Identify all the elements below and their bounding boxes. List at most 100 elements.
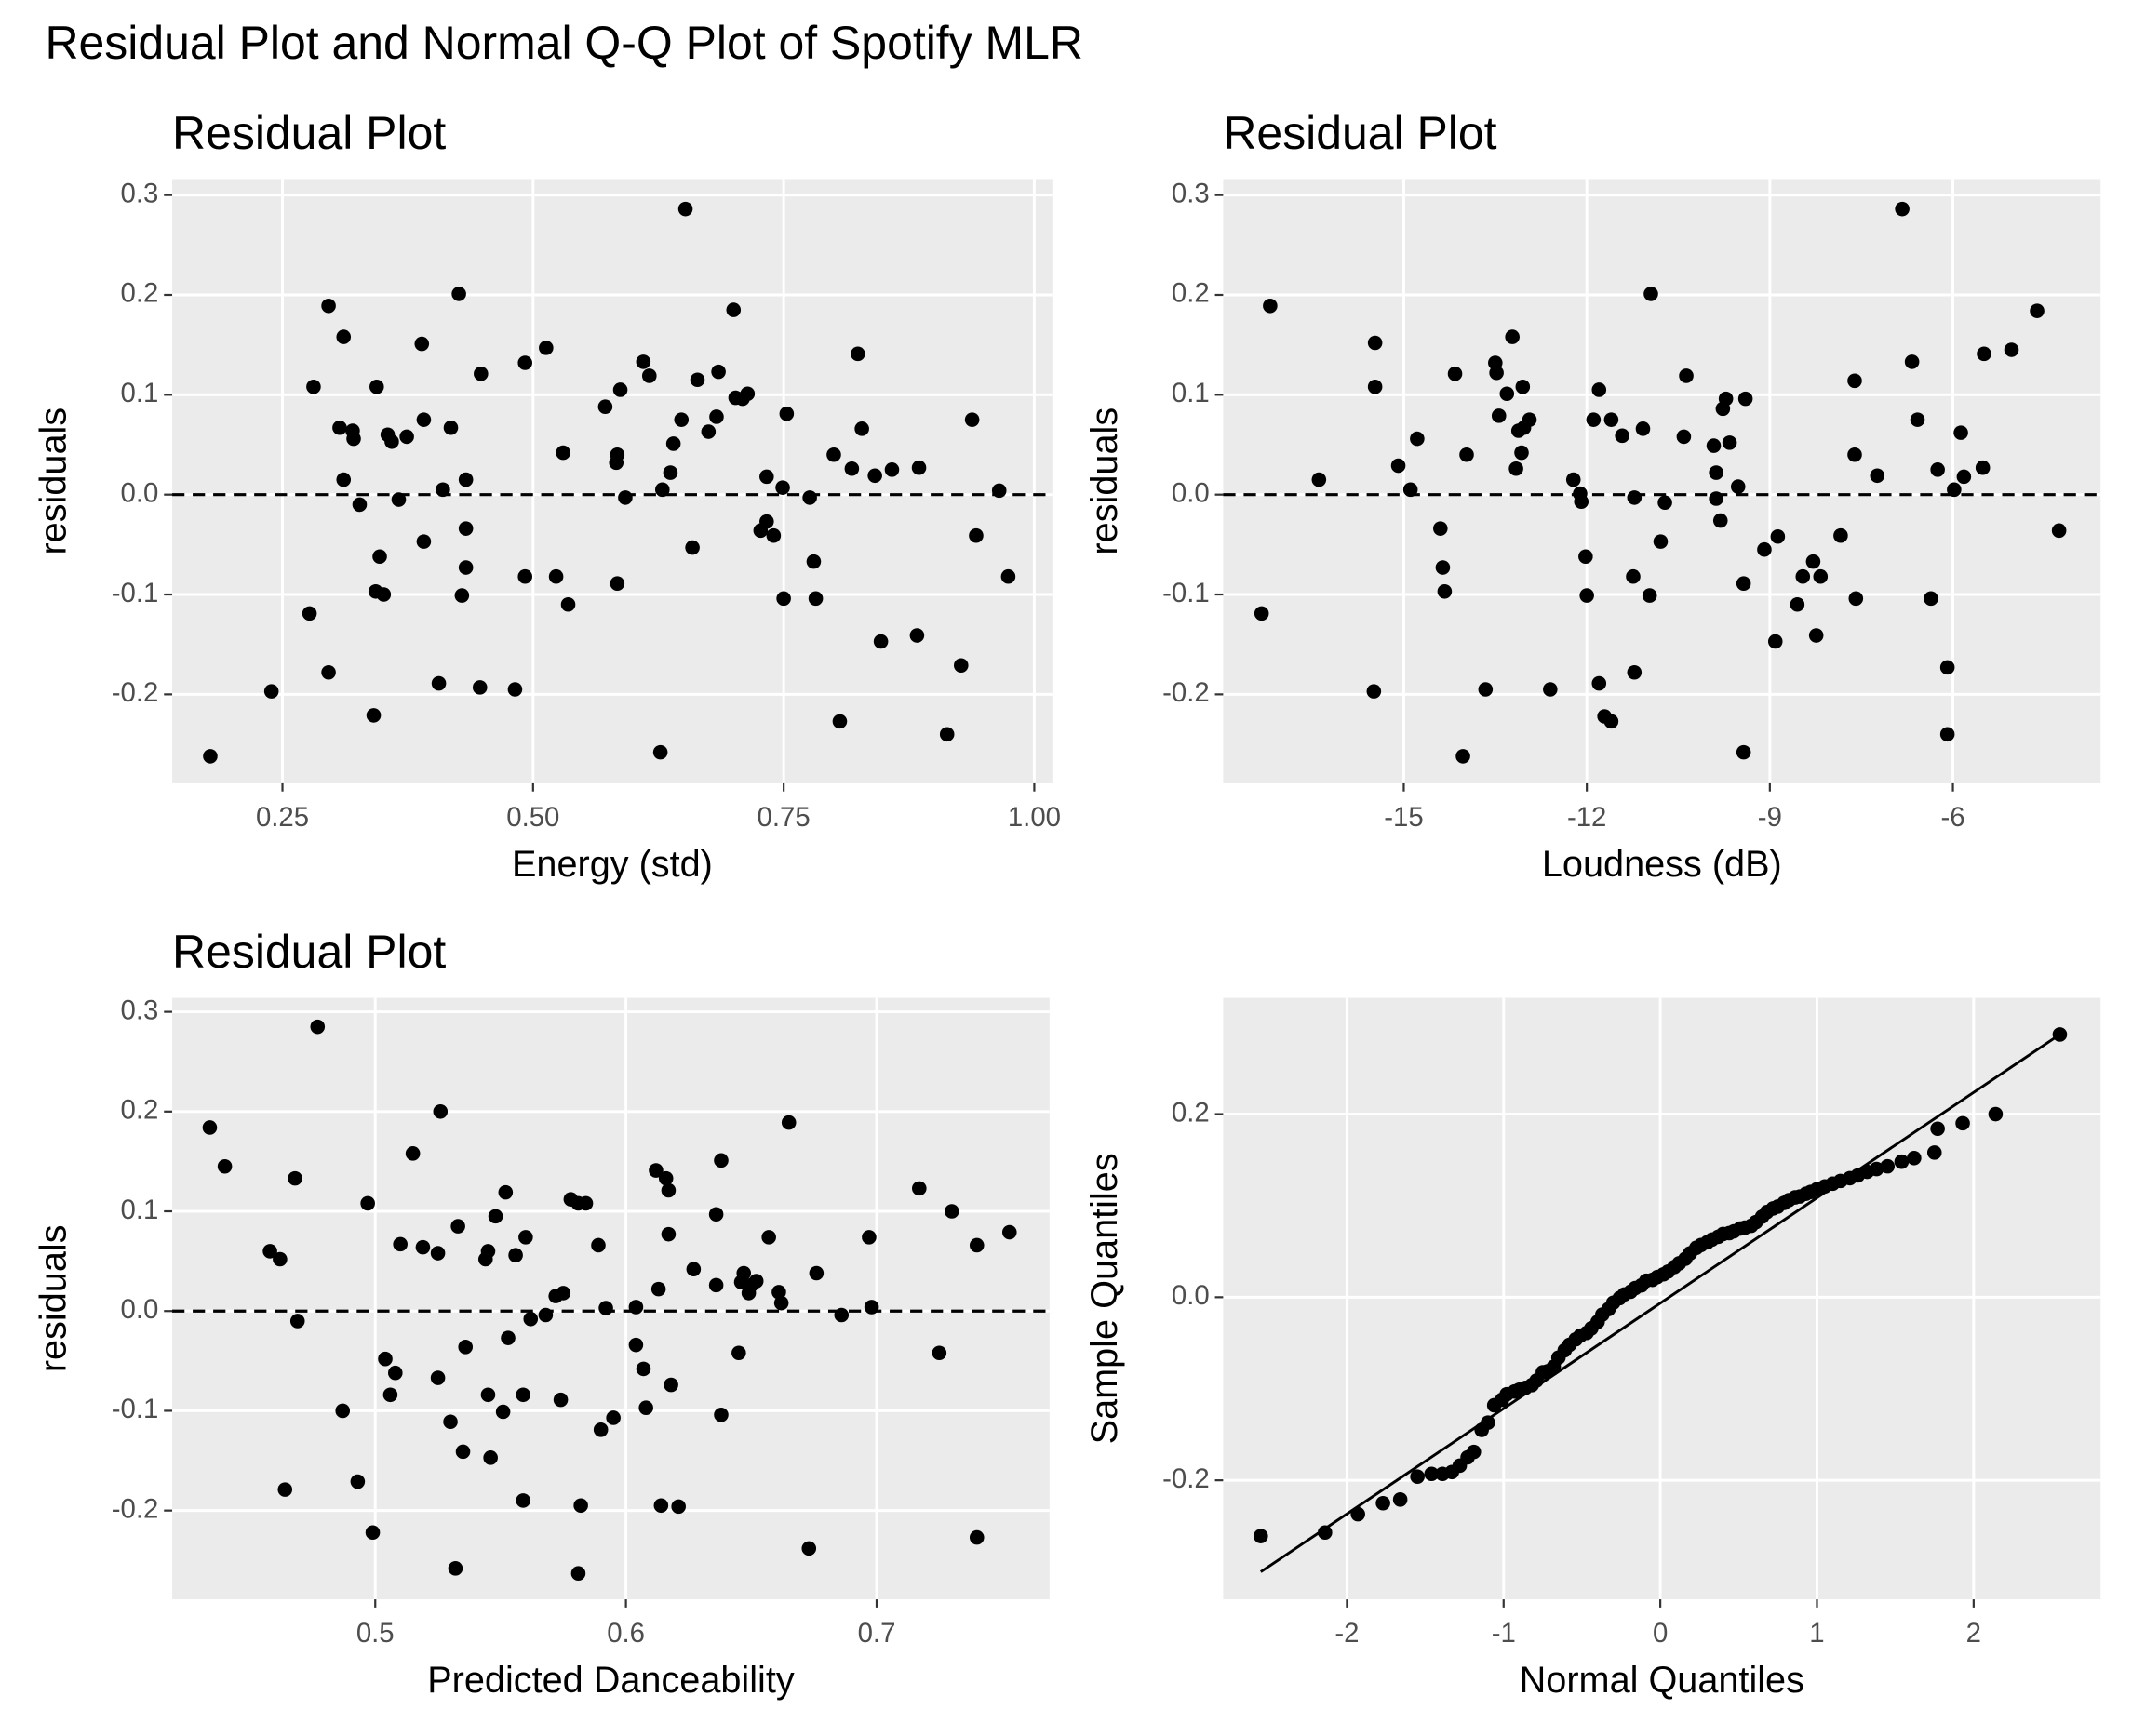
point xyxy=(628,1300,644,1315)
point xyxy=(1930,1121,1945,1137)
point xyxy=(1848,591,1864,607)
point xyxy=(1907,1150,1922,1166)
point xyxy=(909,628,925,643)
point xyxy=(731,1345,746,1361)
point xyxy=(781,1115,797,1130)
point xyxy=(658,1170,674,1186)
point xyxy=(1254,606,1269,621)
point xyxy=(431,675,447,691)
point xyxy=(912,1181,927,1196)
y-tick-label: 0.3 xyxy=(121,995,159,1025)
panel: Residual Plot -15 -12 -9 -6 -0.2 -0.1 0.0 0.1 0.2… xyxy=(1084,107,2101,885)
point xyxy=(517,355,532,370)
point xyxy=(1437,584,1453,599)
point xyxy=(969,1237,985,1253)
point xyxy=(378,1351,393,1367)
point xyxy=(443,1414,458,1430)
point xyxy=(1481,1415,1495,1430)
point xyxy=(1591,382,1607,397)
y-tick-label: 0.2 xyxy=(121,278,159,309)
point xyxy=(610,447,625,462)
point xyxy=(1977,346,1991,362)
point xyxy=(655,482,670,498)
x-axis-label: Normal Quantiles xyxy=(1520,1660,1804,1701)
point xyxy=(711,364,726,380)
point xyxy=(1578,549,1593,565)
point xyxy=(709,409,724,424)
point xyxy=(573,1498,588,1514)
point xyxy=(834,1307,850,1323)
point xyxy=(488,1209,503,1224)
point xyxy=(1910,412,1925,427)
point xyxy=(1813,568,1829,584)
point xyxy=(701,424,717,439)
point xyxy=(498,1184,514,1200)
point xyxy=(1491,408,1507,423)
plot-background xyxy=(172,179,1053,783)
point xyxy=(1767,634,1783,649)
point xyxy=(1988,1106,2004,1122)
point xyxy=(638,1400,653,1416)
x-tick-label: -6 xyxy=(1941,802,1965,833)
point xyxy=(538,1307,554,1323)
point xyxy=(1955,1115,1970,1131)
point xyxy=(1924,591,1938,607)
point xyxy=(610,576,625,592)
y-tick-label: 0.1 xyxy=(121,1195,159,1225)
point xyxy=(2030,303,2045,318)
point xyxy=(911,460,927,475)
point xyxy=(649,1163,664,1178)
point xyxy=(480,1244,496,1259)
point xyxy=(1543,682,1558,697)
point xyxy=(1926,1145,1942,1160)
point xyxy=(2051,523,2067,539)
y-tick-label: -0.2 xyxy=(1162,677,1210,708)
qq-line xyxy=(1259,1033,2061,1573)
point xyxy=(775,480,790,495)
point xyxy=(873,634,889,649)
point xyxy=(939,727,955,742)
point xyxy=(1657,495,1672,511)
point xyxy=(661,1182,677,1198)
point xyxy=(517,568,532,584)
point xyxy=(1603,714,1619,729)
point xyxy=(1565,472,1581,487)
point xyxy=(393,1236,408,1252)
point xyxy=(2004,342,2019,357)
point xyxy=(809,1265,825,1281)
point xyxy=(1627,490,1643,505)
point xyxy=(1579,588,1594,603)
point xyxy=(455,1444,471,1460)
point xyxy=(661,1226,677,1242)
point xyxy=(1730,479,1746,494)
point xyxy=(1367,335,1383,351)
panel-title: Residual Plot xyxy=(172,107,446,159)
point xyxy=(636,354,651,369)
point xyxy=(593,1422,609,1437)
point xyxy=(523,1312,539,1327)
x-tick-label: -15 xyxy=(1384,802,1423,833)
x-tick-label: -1 xyxy=(1492,1618,1516,1649)
point xyxy=(335,1403,351,1419)
y-tick-label: 0.1 xyxy=(1172,378,1210,408)
point xyxy=(779,406,795,421)
point xyxy=(433,1104,449,1119)
y-tick-label: 0.0 xyxy=(1172,477,1210,508)
y-tick-label: -0.1 xyxy=(112,1394,159,1424)
point xyxy=(495,1404,511,1420)
figure-title: Residual Plot and Normal Q-Q Plot of Spo… xyxy=(45,17,1082,69)
point xyxy=(1847,447,1862,462)
point xyxy=(289,1314,305,1329)
point xyxy=(539,341,554,355)
point xyxy=(556,445,570,461)
point xyxy=(1375,1495,1390,1511)
point xyxy=(366,708,382,723)
x-tick-label: -2 xyxy=(1334,1618,1359,1649)
y-tick-label: -0.2 xyxy=(112,677,159,708)
point xyxy=(556,1286,571,1301)
point xyxy=(1603,412,1619,427)
point xyxy=(1712,513,1728,528)
y-tick-label: 0.3 xyxy=(121,178,159,208)
point xyxy=(1515,379,1531,394)
